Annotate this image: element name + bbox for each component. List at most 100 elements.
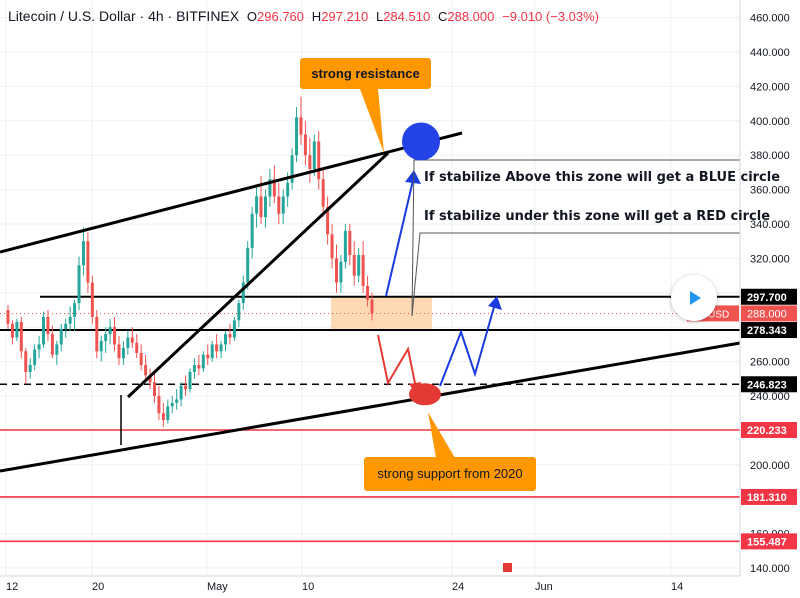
candle-body [308, 155, 312, 169]
candle-body [59, 328, 63, 345]
low-value: 284.510 [383, 9, 431, 24]
candle-body [326, 206, 330, 235]
blue-arrow-up-head [405, 170, 421, 184]
candle-body [259, 196, 263, 218]
blue-arrow-path-head [488, 296, 502, 310]
high-value: 297.210 [321, 9, 369, 24]
candle-body [117, 344, 121, 359]
candle-body [99, 340, 103, 352]
candle-body [126, 337, 130, 348]
x-tick-label: 10 [302, 581, 314, 593]
candle-body [135, 342, 139, 353]
candle-body [10, 323, 14, 338]
level-tag-label: 278.343 [747, 325, 787, 337]
consolidation-zone [331, 296, 432, 329]
candle-body [250, 213, 254, 249]
high-label: H [311, 9, 322, 24]
y-tick-label: 460.000 [750, 13, 790, 25]
red-circle-note: If stabilize under this zone will get a … [424, 209, 771, 224]
candle-body [144, 365, 148, 376]
candle-body [272, 179, 276, 197]
level-price-tag [741, 488, 797, 505]
x-tick-label: 24 [452, 581, 464, 593]
y-tick-label: 420.000 [750, 81, 790, 93]
play-button[interactable] [671, 275, 717, 321]
candle-body [224, 334, 228, 345]
candle-body [73, 303, 77, 317]
candle-body [6, 310, 10, 324]
x-tick-label: 20 [92, 581, 104, 593]
candle-body [130, 337, 134, 343]
candle-body [370, 299, 374, 314]
time-axis[interactable] [0, 576, 740, 598]
candle-body [241, 282, 245, 304]
blue-arrow-path [439, 299, 497, 387]
candle-body [77, 265, 81, 304]
last-price-label: 288.000 [747, 308, 787, 320]
blue-note-connector [411, 159, 740, 317]
level-tag-label: 220.233 [747, 425, 787, 437]
candle-body [24, 351, 28, 372]
support-callout: strong support from 2020 [364, 457, 536, 491]
candle-body [215, 344, 219, 352]
candle-body [317, 141, 321, 180]
candle-body [50, 334, 54, 355]
symbol-name[interactable]: Litecoin / U.S. Dollar [8, 8, 136, 24]
price-axis[interactable] [740, 0, 800, 576]
y-tick-label: 400.000 [750, 116, 790, 128]
y-tick-label: 140.000 [750, 563, 790, 575]
candle-body [268, 179, 272, 197]
candle-body [161, 413, 165, 421]
candle-body [210, 344, 214, 359]
candle-body [361, 254, 365, 286]
y-tick-label: 320.000 [750, 253, 790, 265]
candle-body [28, 365, 32, 372]
last-price-tag [741, 305, 797, 322]
candle-body [175, 399, 179, 403]
symbol-badge-label: LTCUSD [690, 309, 729, 320]
candle-body [321, 179, 325, 207]
candle-body [197, 365, 201, 369]
x-tick-label: Jun [535, 581, 553, 593]
play-icon [690, 291, 701, 305]
candle-body [206, 354, 210, 359]
candle-body [352, 254, 356, 276]
red-arrow-path [377, 334, 417, 389]
candle-body [148, 375, 152, 383]
y-tick-label: 240.000 [750, 391, 790, 403]
candle-body [188, 371, 192, 390]
candle-body [192, 365, 196, 372]
candle-body [95, 316, 99, 352]
red-note-connector [411, 232, 740, 317]
candle-body [37, 344, 41, 350]
candle-body [139, 353, 143, 366]
y-tick-label: 200.000 [750, 460, 790, 472]
candle-body [113, 327, 117, 345]
x-tick-label: 14 [671, 581, 683, 593]
level-tag-label: 181.310 [747, 492, 787, 504]
candle-body [299, 117, 303, 135]
level-price-tag [741, 376, 797, 393]
y-tick-label: 380.000 [750, 150, 790, 162]
candle-body [228, 334, 232, 338]
support-callout-pointer [428, 412, 455, 458]
candle-body [33, 349, 37, 366]
low-label: L [375, 9, 384, 24]
open-label: O [246, 9, 258, 24]
candle-body [232, 320, 236, 338]
y-tick-label: 440.000 [750, 47, 790, 59]
blue-circle-note: If stabilize Above this zone will get a … [424, 170, 781, 185]
y-tick-label: 360.000 [750, 185, 790, 197]
interval[interactable]: 4h [148, 8, 164, 24]
level-price-tag [741, 322, 797, 339]
candle-body [255, 196, 259, 214]
candle-body [281, 196, 285, 214]
open-value: 296.760 [257, 9, 305, 24]
level-tag-label: 297.700 [747, 292, 787, 304]
candle-body [152, 382, 156, 396]
exchange: BITFINEX [176, 8, 240, 24]
candle-body [263, 196, 267, 218]
candle-body [219, 344, 223, 352]
candle-body [170, 402, 174, 407]
candle-body [246, 248, 250, 283]
